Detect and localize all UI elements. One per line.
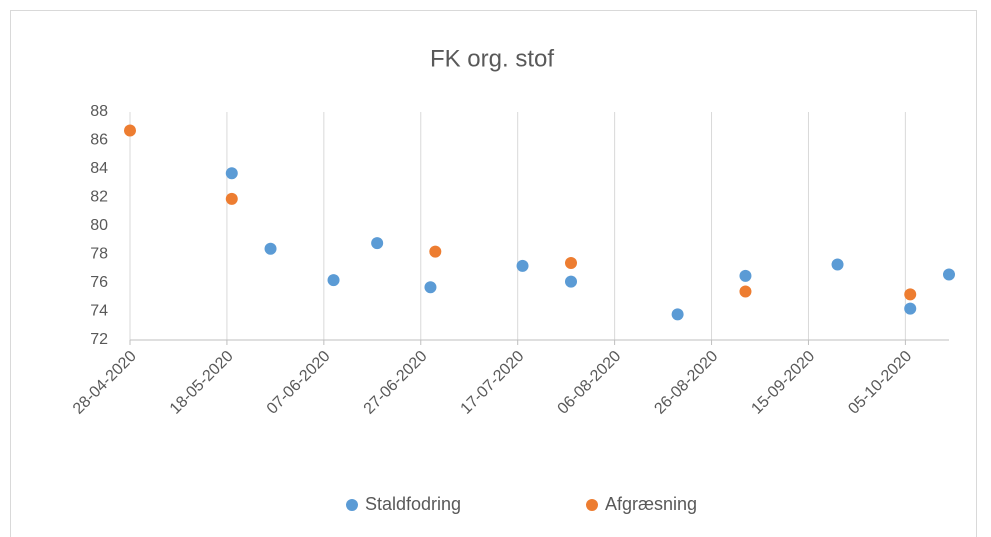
y-tick-label: 76 <box>90 274 108 291</box>
y-tick-label: 84 <box>90 160 108 177</box>
y-tick-label: 74 <box>90 303 108 320</box>
y-tick-label: 80 <box>90 217 108 234</box>
legend-label: Staldfodring <box>365 494 461 514</box>
legend-marker <box>346 499 358 511</box>
point <box>124 124 136 137</box>
point <box>225 167 238 180</box>
point <box>831 258 844 271</box>
point <box>739 269 752 282</box>
point <box>516 259 529 272</box>
point <box>424 281 437 294</box>
point <box>904 302 917 315</box>
y-tick-label: 78 <box>90 246 108 263</box>
y-tick-label: 88 <box>90 103 108 120</box>
y-tick-label: 86 <box>90 132 108 149</box>
point <box>327 274 340 287</box>
point <box>565 257 577 270</box>
point <box>739 285 752 298</box>
chart-frame <box>10 10 977 537</box>
point <box>429 245 442 258</box>
y-tick-label: 72 <box>90 331 108 348</box>
point <box>371 237 384 250</box>
point <box>264 242 277 255</box>
legend-label: Afgræsning <box>605 494 697 514</box>
point <box>671 308 684 321</box>
point <box>565 275 577 288</box>
chart-title: FK org. stof <box>430 45 554 72</box>
y-tick-label: 82 <box>90 189 108 206</box>
point <box>225 192 238 205</box>
point <box>904 288 917 301</box>
point <box>943 268 955 281</box>
legend-marker <box>586 499 598 511</box>
